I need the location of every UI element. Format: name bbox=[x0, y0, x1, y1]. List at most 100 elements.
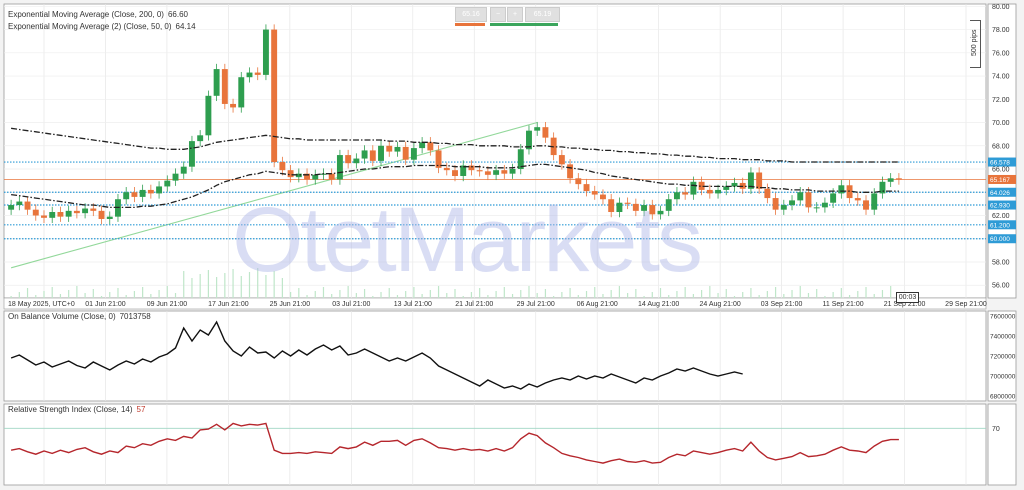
volume-bar bbox=[150, 294, 152, 298]
candle-body bbox=[690, 181, 697, 195]
candle-body bbox=[353, 158, 360, 164]
level-label: 65.167 bbox=[990, 177, 1010, 184]
rsi-legend-value: 57 bbox=[136, 405, 146, 414]
pip-scale-label: 500 pips bbox=[971, 29, 978, 56]
candle-body bbox=[213, 69, 220, 96]
x-tick-label: 25 Jun 21:00 bbox=[270, 301, 311, 308]
volume-bar bbox=[577, 295, 579, 298]
candle-body bbox=[698, 181, 705, 190]
volume-bar bbox=[265, 275, 267, 298]
volume-bar bbox=[585, 291, 588, 298]
candle-body bbox=[706, 189, 713, 194]
candle-body bbox=[106, 216, 113, 219]
ema50-legend-label: Exponential Moving Average (2) (Close, 5… bbox=[8, 22, 172, 31]
volume-bar bbox=[848, 295, 851, 298]
candle-body bbox=[517, 149, 524, 170]
volume-bar bbox=[544, 289, 547, 298]
candle-body bbox=[632, 203, 639, 211]
lot-decrease-button[interactable]: − bbox=[490, 7, 506, 22]
candle-body bbox=[780, 205, 787, 210]
candle-body bbox=[887, 178, 894, 182]
candle-body bbox=[230, 103, 237, 108]
volume-bar bbox=[35, 295, 37, 298]
ema50-legend: Exponential Moving Average (2) (Close, 5… bbox=[8, 22, 196, 31]
lot-increase-button[interactable]: + bbox=[507, 7, 523, 22]
candle-body bbox=[616, 202, 623, 213]
x-axis-strip bbox=[3, 297, 987, 310]
volume-bar bbox=[248, 272, 251, 298]
price-y-tick: 80.00 bbox=[992, 4, 1010, 11]
volume-bar bbox=[479, 288, 481, 298]
volume-bar bbox=[635, 289, 637, 298]
volume-bar bbox=[717, 293, 719, 298]
volume-bar bbox=[799, 286, 801, 298]
candle-body bbox=[682, 192, 689, 195]
volume-bar bbox=[807, 293, 810, 298]
volume-bar bbox=[421, 294, 423, 298]
x-tick-label: 29 Jul 21:00 bbox=[517, 301, 555, 308]
volume-bar bbox=[495, 291, 497, 298]
volume-bar bbox=[257, 268, 259, 298]
sell-button[interactable]: 65.16 bbox=[455, 7, 487, 22]
price-y-tick: 76.00 bbox=[992, 50, 1010, 57]
volume-bar bbox=[701, 290, 703, 298]
level-label-box bbox=[988, 157, 1016, 167]
volume-bar bbox=[668, 295, 670, 298]
volume-bar bbox=[832, 292, 834, 298]
volume-bar bbox=[158, 290, 160, 298]
volume-bar bbox=[816, 289, 818, 298]
level-label-box bbox=[988, 200, 1016, 210]
candle-body bbox=[443, 167, 450, 171]
volume-bar bbox=[561, 292, 563, 298]
candle-body bbox=[649, 205, 656, 215]
rsi-y-tick: 70 bbox=[992, 426, 1000, 433]
volume-bar bbox=[322, 287, 325, 298]
x-tick-label: 21 Jul 21:00 bbox=[455, 301, 493, 308]
volume-bar bbox=[183, 271, 185, 298]
volume-bar bbox=[306, 295, 308, 298]
obv-y-tick: 7000000 bbox=[990, 374, 1016, 381]
volume-bar bbox=[437, 286, 440, 298]
volume-bar bbox=[26, 288, 29, 298]
volume-bar bbox=[774, 287, 777, 298]
candle-body bbox=[262, 29, 269, 75]
candle-body bbox=[410, 148, 417, 160]
x-tick-label: 11 Sep 21:00 bbox=[822, 301, 863, 308]
candle-body bbox=[49, 212, 56, 218]
candle-body bbox=[246, 72, 253, 78]
candle-body bbox=[509, 169, 516, 174]
candle-body bbox=[476, 170, 483, 172]
buy-button[interactable]: 65.19 bbox=[525, 7, 560, 22]
candle-body bbox=[254, 72, 261, 75]
candle-countdown: 00:03 bbox=[896, 292, 919, 303]
rsi-line bbox=[10, 422, 899, 464]
candle-body bbox=[98, 210, 105, 219]
rsi-panel-axis bbox=[987, 403, 1017, 486]
obv-y-tick: 7600000 bbox=[990, 314, 1016, 321]
volume-bar bbox=[602, 294, 604, 298]
volume-bar bbox=[791, 290, 793, 298]
candle-body bbox=[591, 191, 598, 195]
x-tick-label: 24 Aug 21:00 bbox=[700, 301, 741, 308]
volume-bar bbox=[199, 274, 201, 298]
candle-body bbox=[197, 135, 204, 142]
candle-body bbox=[82, 208, 89, 214]
candle-body bbox=[567, 164, 574, 179]
volume-bar bbox=[684, 287, 686, 298]
candle-body bbox=[484, 171, 491, 175]
candle-body bbox=[575, 178, 582, 185]
volume-bar bbox=[881, 290, 884, 298]
volume-bar bbox=[618, 286, 621, 298]
volume-bar bbox=[643, 296, 645, 298]
volume-bar bbox=[43, 291, 45, 298]
volume-bar bbox=[528, 286, 530, 298]
candle-body bbox=[821, 202, 828, 208]
candle-body bbox=[147, 189, 154, 194]
candle-body bbox=[32, 209, 39, 216]
candle-body bbox=[123, 192, 130, 200]
volume-bar bbox=[750, 288, 752, 298]
candle-body bbox=[156, 186, 163, 194]
candle-body bbox=[493, 170, 500, 175]
volume-bar bbox=[553, 296, 555, 298]
obv-y-tick: 6800000 bbox=[990, 394, 1016, 401]
